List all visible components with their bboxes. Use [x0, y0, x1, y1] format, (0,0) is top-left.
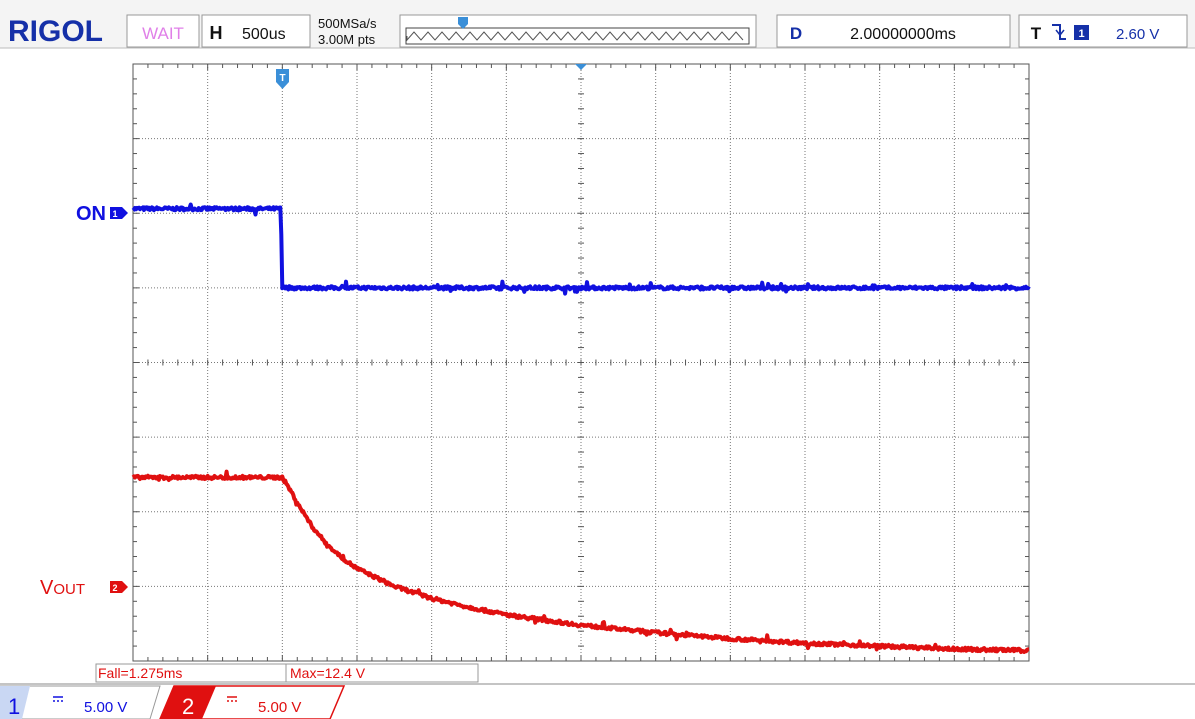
channel-2-label: VOUT [40, 577, 85, 599]
brand-logo: RIGOL [8, 15, 103, 48]
channel-1-scale-tab[interactable]: 1 5.00 V [0, 685, 161, 719]
measurement-fall: Fall=1.275ms [98, 665, 182, 681]
run-state-text: WAIT [142, 24, 184, 43]
trigger-channel-badge [1074, 25, 1089, 40]
channel-2-label-group: VOUT 2 [40, 577, 128, 599]
trigger-channel: 1 [1078, 28, 1084, 40]
delay-box: D 2.00000000ms [776, 14, 1011, 48]
horizontal-key: H [210, 23, 223, 43]
delay-key: D [790, 24, 802, 43]
screen-center-marker [575, 64, 587, 70]
waveforms [131, 202, 1031, 654]
trigger-level: 2.60 V [1116, 26, 1159, 43]
channel-1-scale: 5.00 V [84, 699, 127, 716]
overview-trigger-marker [458, 17, 468, 29]
channel-2-ground-marker [110, 581, 128, 593]
dc-coupling-icon [227, 696, 237, 702]
timebase-box: H 500us [201, 14, 311, 48]
channel-1-label-group: ON 1 [76, 203, 128, 225]
falling-edge-icon [1052, 24, 1066, 40]
delay-value: 2.00000000ms [850, 26, 956, 43]
run-state-badge: WAIT [126, 14, 200, 48]
channel-1-ground-marker [110, 207, 128, 219]
trace-on [131, 202, 1031, 296]
svg-text:1: 1 [112, 209, 117, 219]
memory-depth: 3.00M pts [318, 32, 376, 47]
trace-vout [131, 469, 1030, 654]
svg-text:T: T [279, 73, 285, 84]
channel-1-number: 1 [8, 694, 20, 719]
timebase-value: 500us [242, 26, 286, 43]
channel-2-scale: 5.00 V [258, 699, 301, 716]
channel-bar: 1 5.00 V 2 5.00 V [0, 683, 1195, 719]
measurement-max: Max=12.4 V [290, 665, 366, 681]
channel-1-label: ON [76, 203, 106, 225]
graticule [132, 63, 1030, 662]
trigger-key: T [1031, 24, 1042, 43]
svg-text:2: 2 [112, 583, 117, 593]
sample-rate: 500MSa/s [318, 16, 377, 31]
channel-2-number: 2 [182, 694, 194, 719]
memory-overview-bar [399, 14, 757, 48]
trigger-box: T 1 2.60 V [1018, 14, 1188, 48]
dc-coupling-icon [53, 696, 63, 702]
memory-overview-wave [406, 31, 744, 42]
channel-2-scale-tab[interactable]: 2 5.00 V [159, 685, 346, 719]
measurement-bar: Fall=1.275ms Max=12.4 V [95, 663, 479, 683]
status-bar: RIGOL WAIT H 500us 500MSa/s 3.00M pts D … [0, 0, 1195, 49]
trigger-position-marker: T [276, 69, 289, 89]
